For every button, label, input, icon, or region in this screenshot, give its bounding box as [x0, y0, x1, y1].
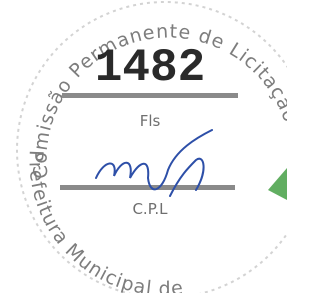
page-number: 1482: [95, 42, 205, 94]
cpl-label: C.P.L: [132, 200, 168, 218]
stamp: Comissão Permanente de Licitação Prefeit…: [0, 0, 287, 293]
bottom-rule: [60, 185, 235, 190]
fls-label: Fls: [140, 112, 161, 130]
top-rule: [62, 93, 238, 98]
